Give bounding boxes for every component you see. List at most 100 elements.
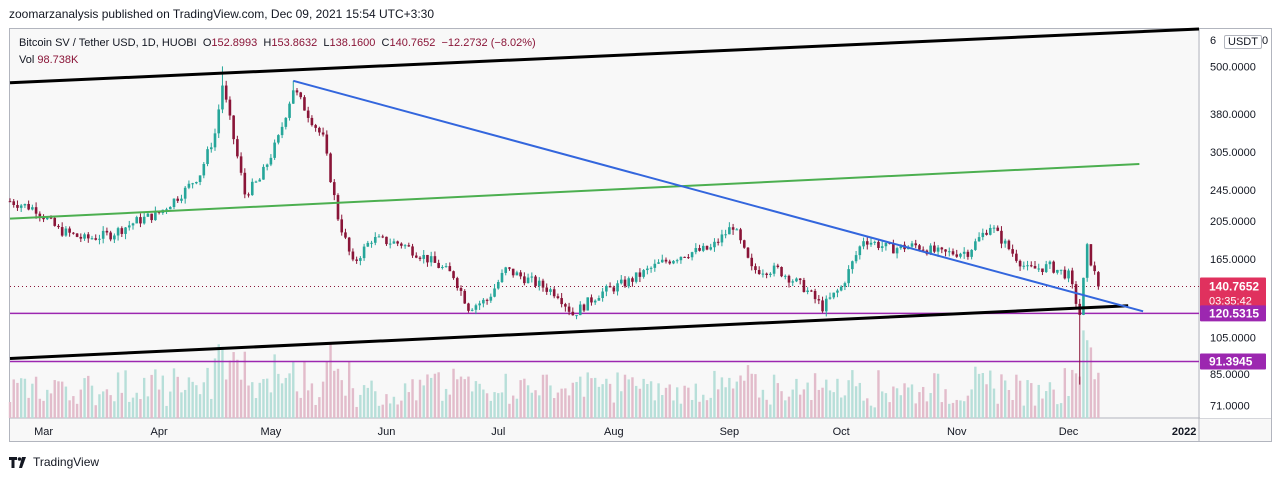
volume-bar — [210, 398, 213, 418]
volume-bar — [1026, 380, 1029, 418]
volume-bar — [780, 391, 783, 418]
volume-bar — [131, 397, 135, 418]
volume-bar — [948, 403, 951, 418]
volume-bar — [64, 386, 68, 418]
candle-body — [269, 157, 273, 165]
volume-bar — [1089, 347, 1093, 418]
volume-bar — [1041, 398, 1044, 418]
high-label: H — [263, 37, 272, 49]
candle-body — [31, 207, 34, 210]
volume-bar — [1097, 372, 1100, 418]
volume-bar — [795, 378, 798, 418]
candle-body — [344, 232, 347, 238]
volume-bar — [892, 386, 895, 418]
volume-bar — [79, 389, 83, 418]
volume-bar — [511, 395, 515, 418]
candle-body — [873, 241, 877, 243]
volume-bar — [1003, 380, 1007, 418]
candle-body — [1085, 244, 1089, 278]
candle-body — [414, 255, 418, 258]
trendline-green-line — [9, 162, 1140, 220]
candle-body — [843, 283, 847, 287]
candle-body — [567, 306, 571, 312]
candle-body — [1037, 268, 1041, 270]
volume-bar — [1056, 404, 1059, 418]
volume-bar — [19, 378, 23, 418]
volume-bar — [183, 389, 187, 418]
volume-bar — [202, 382, 206, 418]
volume-bar — [60, 381, 64, 418]
volume-bar — [1007, 390, 1011, 418]
candle-body — [396, 241, 399, 244]
currency-unit-button[interactable]: USDT — [1224, 35, 1262, 49]
volume-bar — [601, 384, 604, 418]
candle-body — [98, 238, 101, 240]
candle-body — [962, 251, 966, 254]
volume-bar — [347, 361, 351, 418]
candle-body — [709, 247, 713, 250]
candle-body — [877, 241, 880, 248]
volume-bar — [46, 389, 49, 418]
volume-bar — [452, 368, 455, 418]
volume-bar — [1044, 391, 1048, 418]
volume-bar — [810, 399, 813, 418]
volume-bar — [426, 374, 429, 418]
candle-body — [810, 290, 813, 292]
volume-bar — [415, 400, 418, 418]
candle-body — [910, 243, 914, 247]
candle-body — [705, 245, 709, 250]
volume-bar — [757, 397, 761, 418]
volume-bar — [534, 390, 537, 418]
volume-bar — [433, 373, 437, 418]
volume-bar — [500, 392, 504, 418]
time-tick-label: Dec — [1059, 426, 1079, 438]
symbol-title: Bitcoin SV / Tether USD, 1D, HUOBI — [19, 37, 197, 49]
candle-body — [16, 204, 19, 208]
candle-body — [403, 245, 407, 247]
volume-value: 98.738K — [37, 54, 79, 66]
candle-body — [38, 213, 42, 217]
candle-body — [996, 227, 1000, 231]
volume-bar — [489, 400, 493, 418]
candle-body — [944, 249, 947, 252]
volume-bar — [206, 367, 209, 418]
volume-bar — [698, 401, 701, 418]
volume-bar — [821, 387, 824, 418]
volume-bar — [265, 378, 269, 418]
volume-bar — [191, 381, 194, 418]
candle-body — [787, 275, 791, 283]
candle-body — [970, 249, 973, 257]
volume-bar — [694, 383, 698, 418]
candle-body — [724, 234, 727, 236]
volume-bar — [366, 387, 370, 418]
volume-bar — [485, 393, 489, 418]
volume-bar — [497, 393, 500, 418]
volume-bar — [750, 373, 753, 418]
volume-bar — [49, 393, 53, 418]
last-price-tag: 140.7652 — [1209, 279, 1259, 293]
volume-bar — [355, 406, 358, 418]
candle-body — [783, 275, 787, 277]
candle-body — [1082, 277, 1085, 315]
candle-body — [1063, 269, 1067, 279]
candle-body — [109, 232, 112, 240]
candle-body — [191, 183, 194, 185]
candle-body — [716, 241, 720, 243]
candle-body — [463, 290, 467, 304]
candle-body — [657, 262, 660, 264]
trendline-lower-channel — [9, 304, 1129, 360]
candle-body — [545, 287, 549, 292]
volume-row: Vol 98.738K — [19, 52, 536, 69]
volume-bar — [791, 389, 794, 418]
volume-bar — [649, 381, 653, 418]
volume-bar — [150, 374, 153, 418]
volume-bar — [515, 398, 519, 418]
candle-body — [265, 164, 269, 167]
countdown-tag: 03:35:42 — [1209, 295, 1252, 307]
candle-body — [1033, 266, 1037, 269]
candle-body — [400, 243, 403, 246]
candle-body — [329, 153, 332, 183]
candle-body — [1093, 265, 1096, 272]
candle-body — [858, 246, 862, 256]
